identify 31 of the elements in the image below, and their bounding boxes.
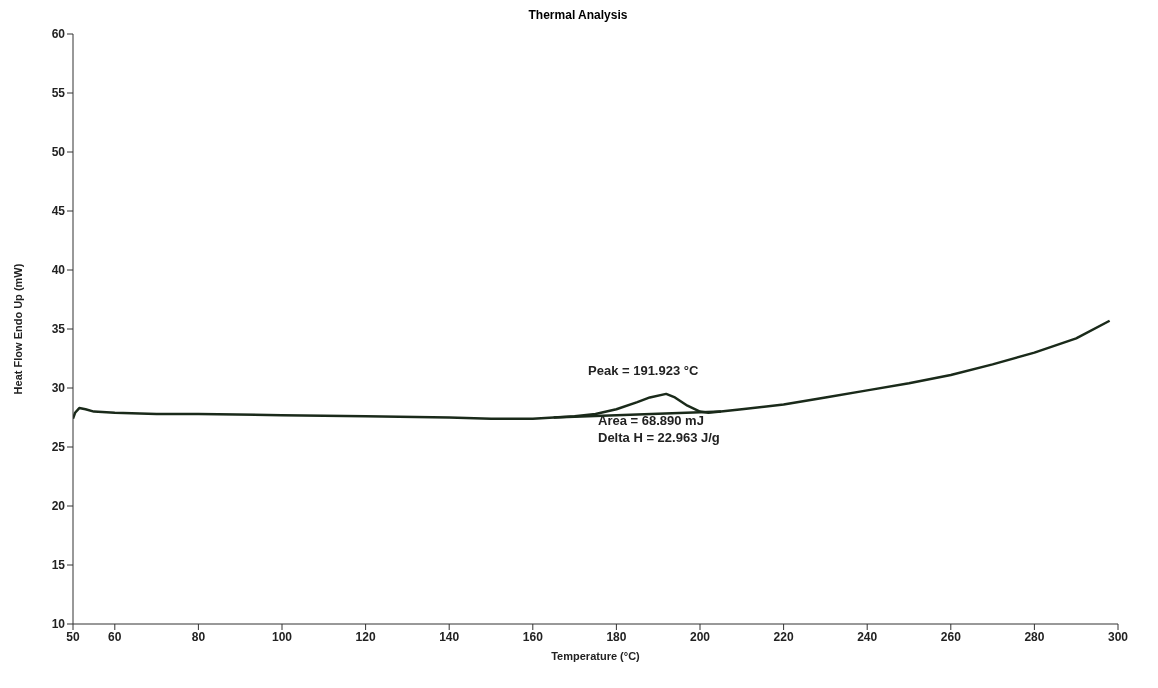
y-tick-label: 60 bbox=[51, 27, 66, 42]
chart-title: Thermal Analysis bbox=[527, 8, 629, 24]
x-tick-label: 220 bbox=[773, 629, 794, 644]
y-tick-label: 45 bbox=[51, 204, 66, 219]
annotation: Delta H = 22.963 J/g bbox=[598, 430, 720, 445]
x-tick-label: 260 bbox=[940, 629, 962, 644]
x-tick-label: 100 bbox=[271, 629, 293, 644]
y-tick-label: 15 bbox=[51, 558, 66, 573]
x-tick-label: 180 bbox=[606, 629, 627, 644]
x-tick-label: 50 bbox=[66, 629, 80, 644]
y-tick-label: 30 bbox=[51, 381, 66, 396]
y-tick-label: 25 bbox=[51, 440, 66, 455]
y-tick-label: 20 bbox=[51, 499, 66, 514]
annotation: Peak = 191.923 °C bbox=[588, 363, 699, 378]
x-tick-label: 300 bbox=[1107, 629, 1129, 644]
x-tick-label: 80 bbox=[191, 629, 206, 644]
x-axis-title: Temperature (°C) bbox=[551, 650, 641, 662]
y-tick-label: 40 bbox=[51, 263, 66, 278]
y-tick-label: 50 bbox=[51, 145, 66, 160]
y-tick-label: 10 bbox=[51, 617, 66, 632]
x-tick-label: 60 bbox=[108, 629, 122, 644]
x-tick-label: 200 bbox=[689, 629, 711, 644]
y-tick-label: 35 bbox=[51, 322, 66, 337]
x-tick-label: 160 bbox=[522, 629, 544, 644]
x-tick-label: 120 bbox=[355, 629, 376, 644]
y-axis-title: Heat Flow Endo Up (mW) bbox=[11, 263, 24, 395]
x-tick-label: 140 bbox=[439, 629, 460, 644]
x-tick-label: 240 bbox=[857, 629, 878, 644]
annotation: Area = 68.890 mJ bbox=[598, 413, 704, 428]
x-tick-label: 280 bbox=[1024, 629, 1045, 644]
y-tick-label: 55 bbox=[51, 86, 66, 101]
